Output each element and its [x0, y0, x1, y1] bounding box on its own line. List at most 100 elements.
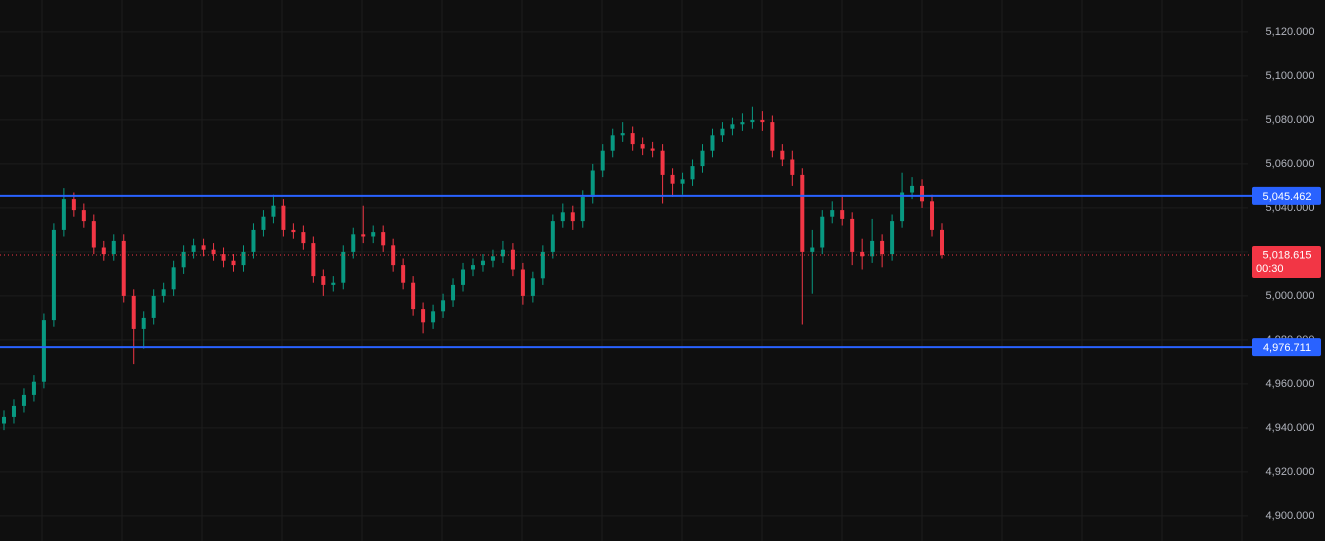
candle-body	[510, 249, 515, 270]
price-label: 4,976.711	[1263, 342, 1311, 354]
candle-body	[640, 144, 645, 149]
candle-body	[331, 282, 336, 285]
candle-body	[301, 232, 306, 244]
candle-body	[231, 260, 236, 266]
candle-body	[421, 309, 426, 323]
candle-body	[21, 394, 26, 406]
candle-body	[610, 135, 615, 151]
candle-body	[940, 229, 944, 255]
candle-body	[830, 210, 835, 217]
candle-body	[381, 232, 386, 246]
candle-body	[900, 192, 905, 222]
candle-body	[710, 135, 715, 151]
y-tick-label: 5,080.000	[1266, 114, 1315, 126]
candle-body	[81, 210, 86, 222]
candle-body	[600, 150, 605, 171]
candle-body	[760, 119, 765, 123]
candle-body	[810, 247, 815, 252]
candle-body	[490, 256, 495, 261]
candle-body	[700, 150, 705, 167]
candle-body	[151, 295, 156, 318]
candle-body	[800, 174, 805, 252]
candle-body	[860, 251, 865, 257]
candle-body	[690, 166, 695, 180]
candle-body	[670, 174, 675, 184]
candle-body	[770, 122, 775, 151]
candle-body	[251, 229, 256, 252]
candle-body	[311, 243, 316, 277]
candle-body	[680, 179, 685, 184]
candle-body	[131, 295, 136, 329]
candle-body	[920, 185, 925, 202]
candle-body	[750, 119, 755, 123]
y-tick-label: 4,920.000	[1266, 466, 1315, 478]
countdown-label: 00:30	[1256, 263, 1284, 275]
candle-body	[570, 212, 575, 222]
candle-body	[411, 282, 416, 310]
candle-body	[451, 284, 456, 301]
candle-body	[291, 229, 296, 233]
candle-body	[590, 170, 595, 197]
candle-body	[401, 265, 406, 283]
candle-body	[31, 381, 36, 395]
candle-body	[480, 260, 485, 266]
candle-body	[41, 320, 46, 382]
candle-body	[321, 276, 326, 285]
y-tick-label: 5,000.000	[1266, 290, 1315, 302]
candle-body	[840, 210, 845, 219]
candle-body	[630, 133, 635, 145]
candle-body	[550, 221, 555, 252]
y-tick-label: 4,960.000	[1266, 378, 1315, 390]
candle-body	[191, 245, 196, 252]
candle-body	[91, 221, 96, 248]
candle-body	[101, 247, 106, 255]
candle-body	[500, 249, 505, 257]
candle-body	[271, 205, 276, 217]
last-price-label: 5,018.615	[1263, 249, 1312, 261]
candle-body	[361, 234, 366, 237]
price-label-box	[1252, 338, 1321, 357]
candle-body	[930, 201, 935, 230]
candle-body	[181, 251, 186, 268]
candle-body	[2, 416, 6, 424]
price-label-box	[1252, 186, 1321, 205]
candle-body	[720, 128, 725, 136]
candle-body	[171, 267, 176, 290]
candle-body	[121, 240, 126, 296]
candle-body	[560, 212, 565, 222]
candle-body	[71, 199, 76, 211]
last-price-box	[1252, 245, 1321, 278]
candle-body	[241, 251, 246, 266]
candle-body	[730, 124, 735, 129]
y-tick-label: 4,940.000	[1266, 422, 1315, 434]
y-tick-label: 4,900.000	[1266, 510, 1315, 522]
candle-body	[281, 205, 286, 230]
candle-body	[660, 150, 665, 175]
candle-body	[51, 229, 56, 321]
candle-body	[780, 150, 785, 160]
candle-body	[201, 245, 206, 250]
candle-body	[530, 278, 535, 296]
candle-body	[161, 289, 166, 296]
y-tick-label: 5,120.000	[1266, 26, 1315, 38]
candle-body	[471, 265, 475, 270]
candle-body	[141, 317, 146, 329]
candle-body	[910, 185, 915, 193]
y-tick-label: 5,100.000	[1266, 70, 1315, 82]
candle-body	[461, 269, 466, 285]
candle-body	[620, 133, 625, 136]
candle-body	[11, 405, 16, 417]
candle-body	[111, 240, 116, 255]
candle-body	[431, 311, 436, 323]
price-label: 5,045.462	[1263, 191, 1312, 203]
candle-body	[890, 221, 895, 255]
candle-body	[740, 122, 745, 125]
candle-body	[61, 199, 66, 230]
candle-body	[221, 254, 226, 261]
candle-body	[870, 240, 875, 257]
candle-body	[351, 234, 356, 252]
candle-body	[850, 218, 855, 252]
candle-body	[820, 216, 825, 248]
